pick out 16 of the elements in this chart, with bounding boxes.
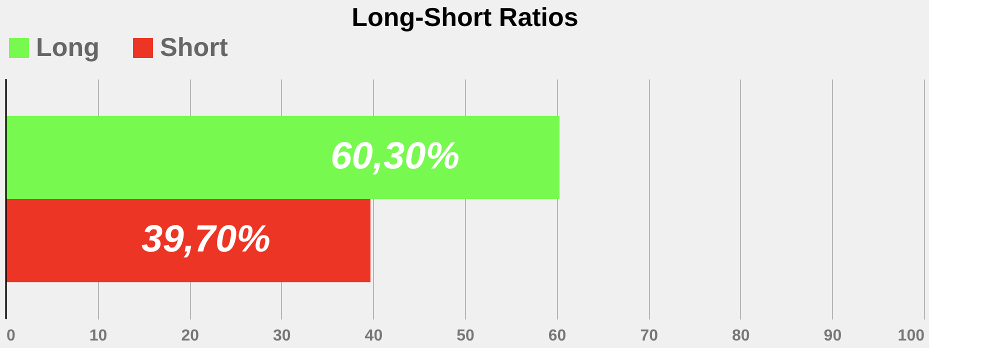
x-tick-label: 20	[181, 328, 200, 344]
data-label: 39,70%	[142, 218, 270, 261]
x-tick-label: 50	[456, 328, 474, 344]
x-tick-label: 100	[898, 328, 925, 344]
x-tick-label: 70	[640, 328, 658, 344]
x-tick-label: 40	[364, 328, 383, 344]
chart-title: Long-Short Ratios	[352, 2, 578, 32]
legend-label: Long	[36, 32, 100, 62]
data-label: 60,30%	[330, 135, 460, 178]
x-tick-label: 0	[6, 328, 16, 344]
x-tick-label: 60	[548, 328, 566, 344]
legend-label: Short	[160, 32, 228, 62]
x-tick-label: 90	[824, 328, 842, 344]
x-tick-label: 30	[273, 328, 291, 344]
x-tick-label: 10	[89, 328, 108, 344]
x-tick-label: 80	[732, 328, 750, 344]
